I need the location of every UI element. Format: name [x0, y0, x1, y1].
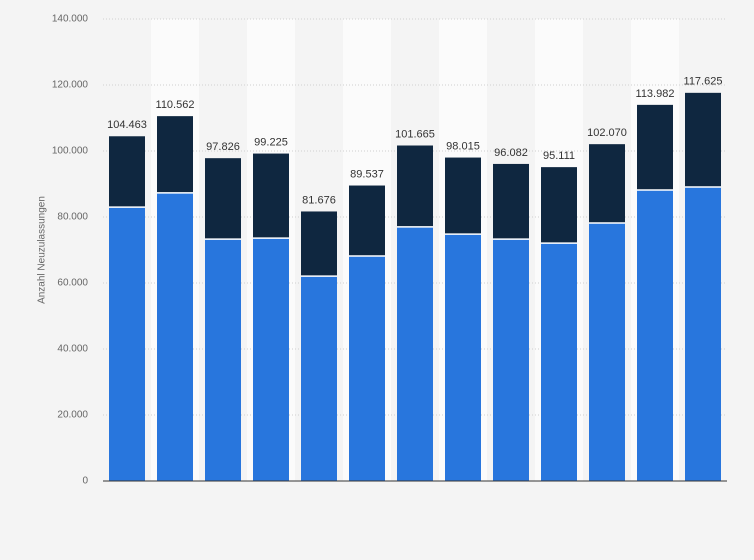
total-label: 95.111: [543, 150, 575, 162]
bar-segment: [541, 243, 577, 481]
bar-segment: [253, 238, 289, 481]
total-label: 81.676: [302, 194, 336, 206]
bar-segment: [445, 234, 481, 481]
bar-segment: [301, 276, 337, 481]
total-label: 96.082: [494, 147, 528, 159]
y-tick-label: 140.000: [52, 14, 89, 25]
bar-segment: [685, 92, 721, 187]
bar-segment: [397, 226, 433, 481]
bar-segment: [589, 144, 625, 223]
y-tick-label: 100.000: [52, 146, 89, 157]
bar-segment: [157, 116, 193, 193]
total-label: 99.225: [254, 136, 288, 148]
total-label: 97.826: [206, 141, 240, 153]
total-label: 89.537: [350, 168, 384, 180]
bar-segment: [157, 192, 193, 481]
bar-segment: [253, 153, 289, 239]
bar-segment: [349, 255, 385, 481]
bar-segment: [445, 157, 481, 235]
y-tick-label: 120.000: [52, 80, 89, 91]
total-label: 117.625: [684, 76, 723, 88]
total-label: 113.982: [636, 88, 675, 100]
y-tick-label: 20.000: [57, 410, 88, 421]
bar-segment: [589, 222, 625, 481]
bar-segment: [109, 136, 145, 208]
total-label: 101.665: [395, 128, 435, 140]
bar-segment: [541, 167, 577, 244]
total-label: 110.562: [156, 99, 195, 111]
bar-segment: [637, 189, 673, 481]
bar-segment: [301, 211, 337, 277]
y-tick-label: 80.000: [57, 212, 88, 223]
total-label: 104.463: [107, 119, 147, 131]
total-label: 98.015: [446, 140, 480, 152]
y-tick-label: 40.000: [57, 344, 88, 355]
y-tick-label: 0: [82, 476, 88, 487]
y-tick-label: 60.000: [57, 278, 88, 289]
bar-segment: [637, 104, 673, 190]
bar-segment: [493, 163, 529, 240]
bar-segment: [349, 185, 385, 256]
y-axis-label: Anzahl Neuzulassungen: [37, 196, 48, 304]
bar-segment: [205, 158, 241, 240]
bar-segment: [685, 186, 721, 481]
bar-segment: [109, 207, 145, 481]
bar-segment: [205, 239, 241, 481]
bar-segment: [493, 239, 529, 481]
bar-segment: [397, 145, 433, 227]
total-label: 102.070: [587, 127, 627, 139]
